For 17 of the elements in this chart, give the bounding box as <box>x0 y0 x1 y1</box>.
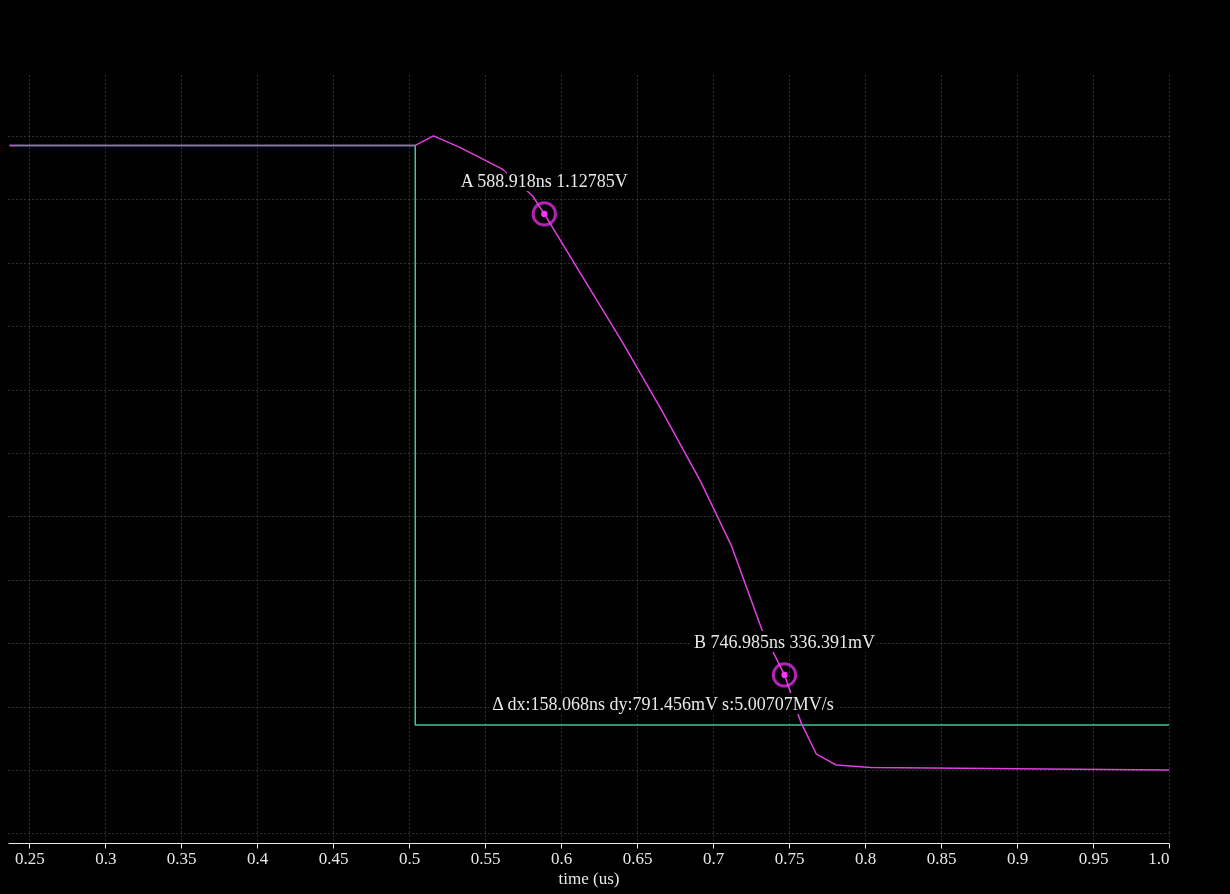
x-tick-label: 0.5 <box>399 848 421 868</box>
x-tick-label: 0.85 <box>926 848 957 868</box>
x-tick-label: 0.6 <box>551 848 573 868</box>
x-tick-label: 0.55 <box>470 848 501 868</box>
x-tick-label: 0.25 <box>14 848 45 868</box>
x-tick-label: 0.35 <box>166 848 197 868</box>
x-tick-label: 0.3 <box>95 848 117 868</box>
x-tick-label: 0.95 <box>1078 848 1109 868</box>
x-tick-label: 0.45 <box>318 848 349 868</box>
x-tick-label: 0.75 <box>774 848 805 868</box>
x-tick-label: 0.9 <box>1006 848 1029 868</box>
x-axis-title: time (us) <box>558 868 620 888</box>
x-tick-label: 0.4 <box>247 848 269 868</box>
x-tick-label: 0.7 <box>702 848 725 868</box>
x-tick-label: 1.0 <box>1148 848 1170 868</box>
x-tick-label: 0.8 <box>854 848 877 868</box>
x-tick-label: 0.65 <box>622 848 653 868</box>
